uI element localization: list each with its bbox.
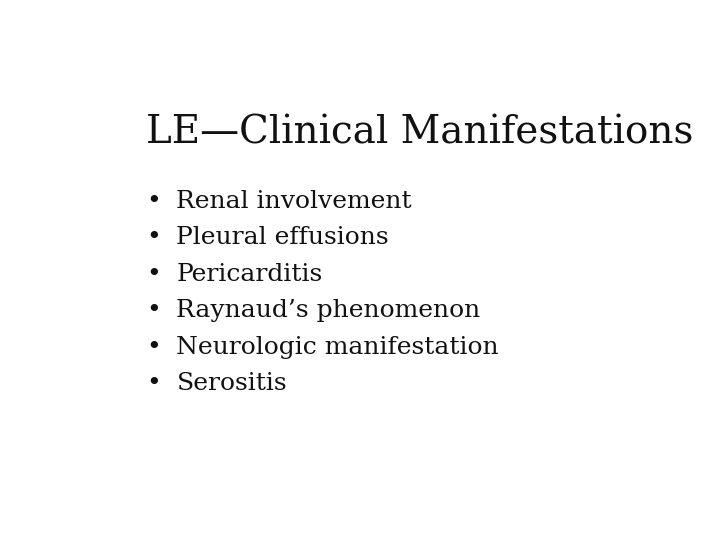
Text: Pericarditis: Pericarditis	[176, 263, 323, 286]
Text: •: •	[145, 299, 161, 322]
Text: •: •	[145, 263, 161, 286]
Text: •: •	[145, 226, 161, 249]
Text: Renal involvement: Renal involvement	[176, 190, 412, 213]
Text: Pleural effusions: Pleural effusions	[176, 226, 389, 249]
Text: Serositis: Serositis	[176, 373, 287, 395]
Text: LE—Clinical Manifestations: LE—Clinical Manifestations	[145, 114, 693, 152]
Text: Neurologic manifestation: Neurologic manifestation	[176, 336, 499, 359]
Text: Raynaud’s phenomenon: Raynaud’s phenomenon	[176, 299, 481, 322]
Text: •: •	[145, 336, 161, 359]
Text: •: •	[145, 190, 161, 213]
Text: •: •	[145, 373, 161, 395]
